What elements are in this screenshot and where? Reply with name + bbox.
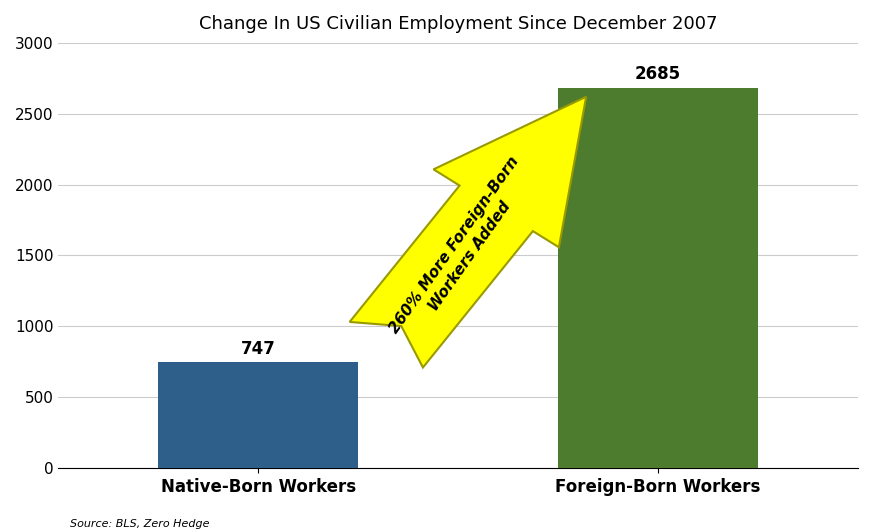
Bar <box>158 362 358 468</box>
Polygon shape <box>349 97 586 368</box>
Text: 747: 747 <box>241 340 276 358</box>
Title: Change In US Civilian Employment Since December 2007: Change In US Civilian Employment Since D… <box>199 15 718 33</box>
Text: 2685: 2685 <box>635 65 681 84</box>
Text: 260% More Foreign-Born
Workers Added: 260% More Foreign-Born Workers Added <box>387 154 538 347</box>
Bar <box>558 88 758 468</box>
Text: Source: BLS, Zero Hedge: Source: BLS, Zero Hedge <box>70 519 210 529</box>
